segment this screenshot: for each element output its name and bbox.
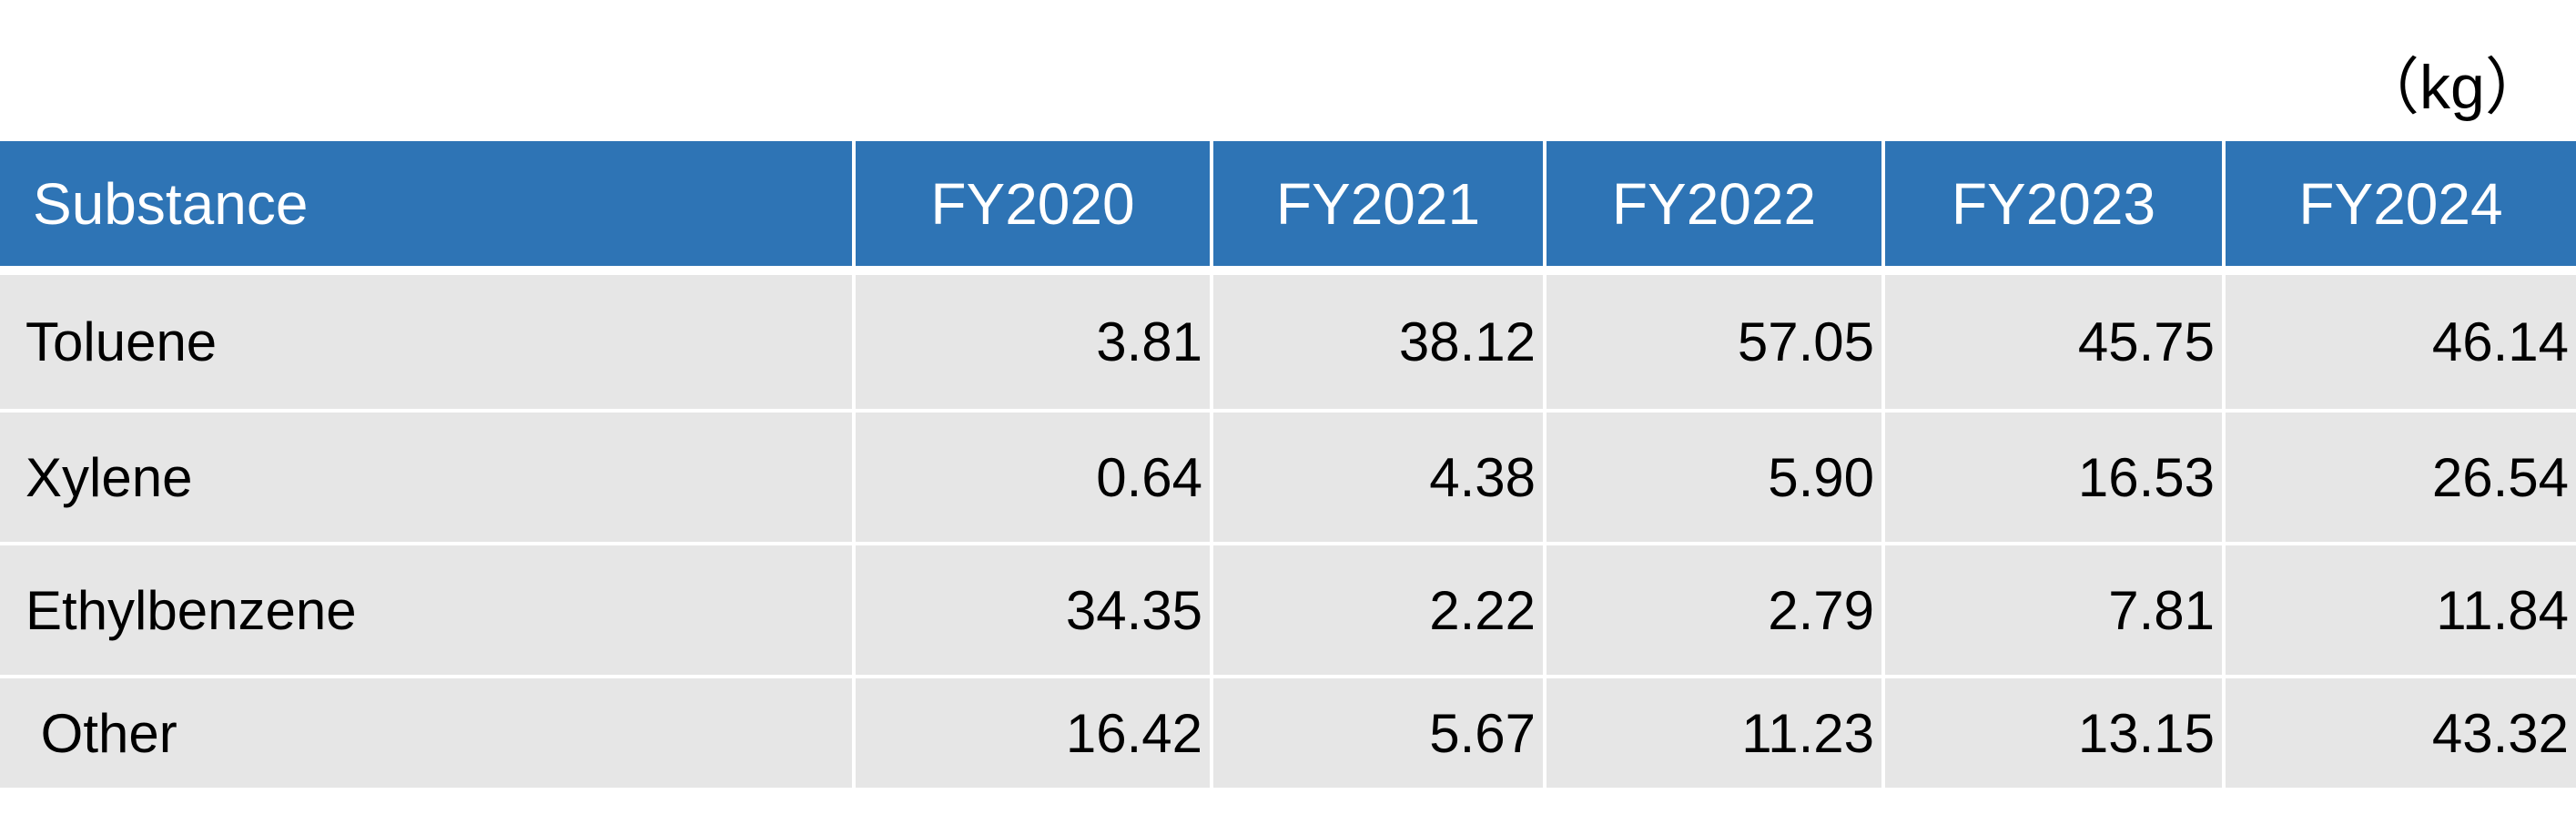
table-cell: 34.35	[854, 544, 1213, 678]
table-cell: 5.67	[1212, 677, 1547, 788]
substance-name: Ethylbenzene	[0, 544, 856, 678]
table-cell: 43.32	[2224, 677, 2576, 788]
table-cell: 3.81	[854, 270, 1213, 412]
table-cell: 4.38	[1212, 411, 1547, 545]
table-row: Ethylbenzene 34.35 2.22 2.79 7.81 11.84	[0, 544, 2576, 678]
table-body: Toluene 3.81 38.12 57.05 45.75 46.14 Xyl…	[0, 270, 2576, 788]
table-cell: 46.14	[2224, 270, 2576, 412]
table-cell: 11.84	[2224, 544, 2576, 678]
table-row: Xylene 0.64 4.38 5.90 16.53 26.54	[0, 411, 2576, 545]
table-row: Other 16.42 5.67 11.23 13.15 43.32	[0, 677, 2576, 788]
header-substance: Substance	[0, 141, 856, 270]
table-cell: 2.22	[1212, 544, 1547, 678]
table-cell: 11.23	[1545, 677, 1885, 788]
table-cell: 5.90	[1545, 411, 1885, 545]
header-fy2023: FY2023	[1883, 141, 2226, 270]
table-cell: 38.12	[1212, 270, 1547, 412]
table-row: Toluene 3.81 38.12 57.05 45.75 46.14	[0, 270, 2576, 412]
table-cell: 57.05	[1545, 270, 1885, 412]
table-cell: 7.81	[1883, 544, 2226, 678]
table-cell: 16.42	[854, 677, 1213, 788]
substance-table: Substance FY2020 FY2021 FY2022 FY2023 FY…	[0, 141, 2576, 788]
substance-name: Toluene	[0, 270, 856, 412]
table-cell: 16.53	[1883, 411, 2226, 545]
header-row: Substance FY2020 FY2021 FY2022 FY2023 FY…	[0, 141, 2576, 270]
table-cell: 45.75	[1883, 270, 2226, 412]
header-fy2024: FY2024	[2224, 141, 2576, 270]
header-fy2022: FY2022	[1545, 141, 1885, 270]
table-cell: 13.15	[1883, 677, 2226, 788]
table-cell: 26.54	[2224, 411, 2576, 545]
header-fy2020: FY2020	[854, 141, 1213, 270]
unit-label: （kg）	[2358, 53, 2547, 122]
table-cell: 2.79	[1545, 544, 1885, 678]
substance-name: Other	[0, 677, 856, 788]
table-header: Substance FY2020 FY2021 FY2022 FY2023 FY…	[0, 141, 2576, 270]
table-cell: 0.64	[854, 411, 1213, 545]
header-fy2021: FY2021	[1212, 141, 1547, 270]
substance-name: Xylene	[0, 411, 856, 545]
